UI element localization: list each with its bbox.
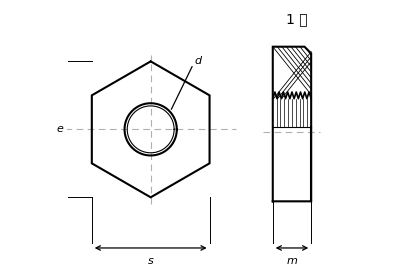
Text: s: s	[148, 256, 154, 266]
Text: 1 種: 1 種	[286, 12, 308, 26]
Text: m: m	[286, 256, 298, 266]
Text: d: d	[194, 56, 202, 66]
Text: e: e	[56, 124, 63, 134]
